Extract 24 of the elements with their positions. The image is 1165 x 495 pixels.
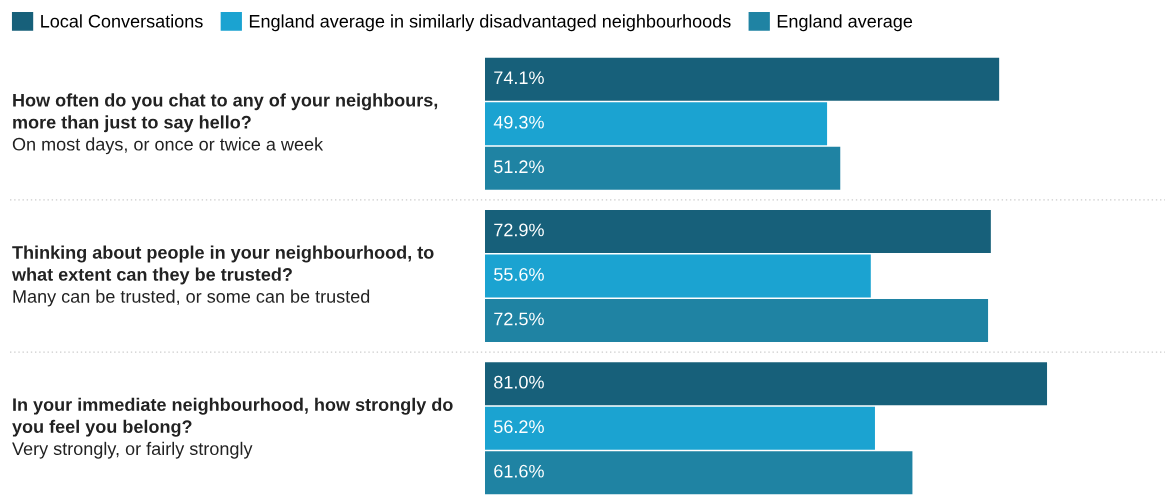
bar <box>485 298 989 343</box>
data-label: 74.1% <box>494 71 544 85</box>
bar <box>485 406 875 450</box>
data-label: 55.6% <box>494 268 544 281</box>
bar <box>485 254 871 298</box>
bar <box>485 209 991 254</box>
legend-label: England average in similarly disadvantaged neighbourhoods <box>249 14 731 32</box>
y-tick-label: How often do you chat to any of your neighbours, more than just to say hello? On most days, or once or twice a week <box>12 93 438 155</box>
legend-label: England average <box>777 14 913 32</box>
bar <box>485 57 1000 101</box>
data-label: 72.5% <box>494 312 544 326</box>
data-label: 51.2% <box>494 160 544 174</box>
legend-label: Local Conversations <box>41 14 203 28</box>
data-label: 56.2% <box>494 420 544 434</box>
data-label: 61.6% <box>494 464 544 478</box>
y-tick-label: Thinking about people in your neighbourhood, to what extent can they be trusted? Many can be trusted, or some can be trusted <box>11 245 434 307</box>
data-label: 49.3% <box>493 115 544 129</box>
data-label: 81.0% <box>494 375 544 389</box>
bar <box>485 362 1048 406</box>
y-tick-label: In your immediate neighbourhood, how strongly do you feel you belong? Very strongly, or fairly strongly <box>12 397 453 459</box>
bar <box>485 146 841 190</box>
bar <box>485 102 828 146</box>
bar <box>485 451 913 495</box>
data-label: 72.9% <box>494 223 544 237</box>
